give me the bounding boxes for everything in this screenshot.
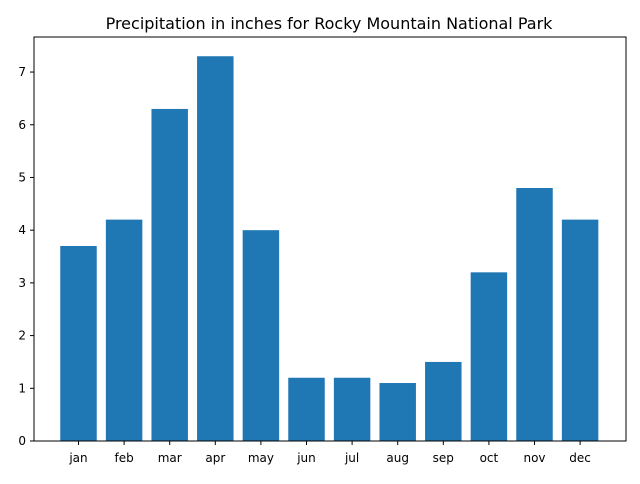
y-tick-label-3: 3 [18, 276, 26, 290]
x-tick-label-may: may [248, 451, 274, 465]
x-tick-label-sep: sep [433, 451, 454, 465]
bar-sep [425, 361, 462, 441]
y-tick-label-0: 0 [18, 434, 26, 448]
y-tick-label-1: 1 [18, 381, 26, 395]
x-tick-label-jul: jul [344, 451, 359, 465]
x-tick-label-aug: aug [386, 451, 409, 465]
bar-aug [379, 383, 416, 441]
bar-jul [333, 377, 371, 441]
y-tick-label-7: 7 [18, 65, 26, 79]
x-tick-label-feb: feb [114, 451, 133, 465]
y-tick-label-5: 5 [18, 170, 26, 184]
bars-layer [60, 56, 599, 442]
y-tick-label-4: 4 [18, 223, 26, 237]
x-tick-label-nov: nov [523, 451, 545, 465]
bar-feb [105, 219, 143, 441]
y-tick-label-2: 2 [18, 329, 26, 343]
bar-mar [151, 108, 188, 441]
bar-oct [470, 272, 508, 441]
bar-may [242, 230, 280, 441]
bar-jan [60, 245, 97, 441]
y-tick-label-6: 6 [18, 118, 26, 132]
x-tick-label-mar: mar [158, 451, 182, 465]
x-tick-label-jun: jun [296, 451, 316, 465]
x-axis: jan feb mar apr may jun jul aug sep oct nov dec [68, 441, 591, 465]
bar-jun [288, 377, 325, 441]
x-tick-label-dec: dec [569, 451, 591, 465]
bar-apr [197, 56, 234, 442]
y-axis: 0 1 2 3 4 5 6 7 [18, 65, 34, 448]
bar-nov [516, 188, 553, 441]
plot-frame [33, 36, 627, 442]
x-tick-label-apr: apr [205, 451, 225, 465]
chart-title: Precipitation in inches for Rocky Mounta… [106, 14, 554, 33]
bar-dec [561, 219, 599, 441]
x-tick-label-jan: jan [68, 451, 87, 465]
x-tick-label-oct: oct [480, 451, 499, 465]
